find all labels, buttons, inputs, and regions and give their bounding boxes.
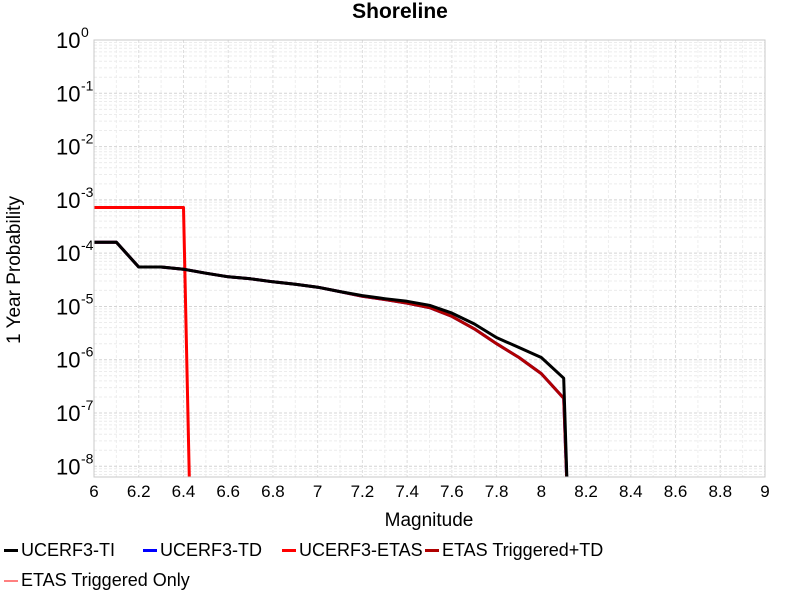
x-tick-label: 8.2 [574,482,598,501]
legend-label: ETAS Triggered Only [21,570,190,590]
y-tick-exponent: -1 [81,77,94,93]
chart-title: Shoreline [352,0,448,23]
x-tick-labels: 6 6.2 6.4 6.6 6.8 7 7.2 7.4 7.6 7.8 8 8.2 8.4 8.6 8.8 9 [89,482,769,501]
x-axis-label: Magnitude [385,510,474,531]
plot-frame [93,39,766,478]
legend-label: UCERF3-TI [21,540,115,560]
y-tick-label: 10 -4 [56,237,94,266]
x-tick-label: 7.2 [351,482,375,501]
x-tick-label: 8.6 [664,482,688,501]
x-tick-label: 9 [760,482,769,501]
x-tick-label: 7.8 [485,482,509,501]
y-tick-exponent: -3 [81,184,94,200]
legend-item-ucerf3-ti: UCERF3-TI [4,540,115,561]
x-tick-label: 7 [313,482,322,501]
x-tick-label: 6.2 [127,482,151,501]
legend-label: UCERF3-TD [160,540,262,560]
y-tick-label: 10 -8 [56,450,94,479]
legend-label: UCERF3-ETAS [299,540,423,560]
legend-label: ETAS Triggered+TD [442,540,604,560]
x-tick-label: 7.6 [440,482,464,501]
grid [93,39,766,477]
chart: 6 6.2 6.4 6.6 6.8 7 7.2 7.4 7.6 7.8 8 8.2 8.4 8.6 8.8 9… [4,0,770,531]
y-tick-label: 10 -1 [56,77,94,106]
y-tick-base: 10 [56,135,80,160]
y-axis-label: 1 Year Probability [4,196,25,344]
legend-swatch [4,549,18,552]
y-tick-exponent: -6 [81,344,94,360]
x-tick-label: 8 [537,482,546,501]
legend-item-ucerf3-td: UCERF3-TD [143,540,262,561]
series-layer [94,206,569,477]
y-tick-label: 10 -6 [56,344,94,373]
y-tick-base: 10 [56,348,80,373]
y-tick-exponent: -2 [81,131,94,147]
y-tick-base: 10 [56,294,80,319]
legend-item-etas-triggered-td: ETAS Triggered+TD [425,540,603,561]
legend-swatch [425,549,439,552]
y-tick-exponent: -7 [81,397,94,413]
legend-swatch [282,549,296,552]
y-tick-exponent: -4 [81,237,94,253]
legend-item-etas-triggered-only: ETAS Triggered Only [4,570,190,591]
y-tick-base: 10 [56,81,80,106]
x-tick-label: 8.8 [708,482,732,501]
x-tick-label: 7.4 [395,482,419,501]
y-tick-base: 10 [56,241,80,266]
series-line-ucerf3-etas [94,206,191,477]
y-tick-label: 10 -2 [56,131,94,160]
series-line-ucerf3-ti [94,240,569,477]
x-tick-label: 6.8 [261,482,285,501]
x-tick-label: 6 [89,482,98,501]
y-tick-label: 10 -7 [56,397,94,426]
y-tick-exponent: 0 [81,24,89,40]
y-tick-base: 10 [56,454,80,479]
y-tick-base: 10 [56,401,80,426]
legend-swatch [4,579,18,582]
x-tick-label: 6.6 [216,482,240,501]
y-tick-label: 10 0 [56,24,89,53]
legend-item-ucerf3-etas: UCERF3-ETAS [282,540,423,561]
legend-swatch [143,549,157,552]
y-tick-base: 10 [56,28,80,53]
legend: UCERF3-TI UCERF3-TD UCERF3-ETAS ETAS Tri… [0,538,800,598]
x-tick-label: 6.4 [172,482,196,501]
y-tick-base: 10 [56,188,80,213]
y-tick-label: 10 -5 [56,290,94,319]
y-tick-label: 10 -3 [56,184,94,213]
y-tick-exponent: -5 [81,290,94,306]
x-tick-label: 8.4 [619,482,643,501]
y-tick-exponent: -8 [81,450,94,466]
